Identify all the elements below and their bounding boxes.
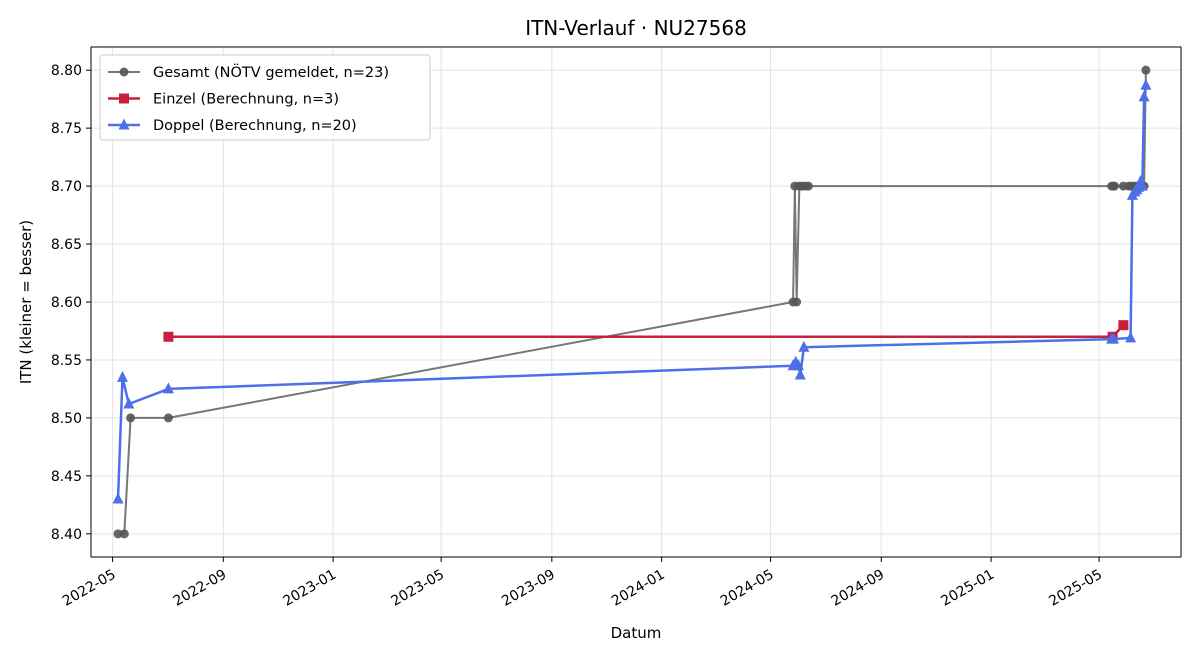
legend-marker	[119, 67, 129, 77]
y-axis-label: ITN (kleiner = besser)	[17, 220, 35, 384]
data-point	[162, 382, 174, 394]
data-point	[794, 368, 806, 380]
legend-box	[99, 54, 431, 141]
legend-marker	[118, 118, 130, 130]
legend-label: Doppel (Berechnung, n=20)	[153, 118, 357, 134]
x-axis-label: Datum	[611, 624, 662, 642]
data-point	[163, 331, 174, 342]
data-point	[163, 413, 173, 423]
data-point	[126, 413, 136, 423]
series-layer	[112, 65, 1152, 539]
data-point	[1125, 331, 1137, 343]
data-point	[1141, 65, 1151, 75]
data-point	[798, 340, 810, 352]
data-point	[792, 359, 804, 371]
data-point	[123, 397, 135, 409]
data-point	[1140, 78, 1152, 90]
y-tick-label: 8.80	[51, 63, 82, 79]
y-tick-label: 8.45	[51, 469, 82, 485]
data-point	[1136, 179, 1148, 191]
y-tick-label: 8.65	[51, 237, 82, 253]
data-point	[1138, 90, 1150, 102]
data-point	[1118, 320, 1129, 331]
data-point	[119, 529, 129, 539]
y-tick-label: 8.50	[51, 411, 82, 427]
legend: Gesamt (NÖTV gemeldet, n=23) Einzel (Bere…	[99, 54, 431, 141]
y-tick-label: 8.75	[51, 121, 82, 137]
data-point	[117, 370, 129, 382]
data-point	[792, 297, 802, 307]
data-point	[1107, 332, 1119, 344]
y-tick-label: 8.60	[51, 295, 82, 311]
y-tick-label: 8.40	[51, 527, 82, 543]
legend-label: Gesamt (NÖTV gemeldet, n=23)	[153, 63, 389, 81]
legend-label: Einzel (Berechnung, n=3)	[153, 92, 339, 108]
legend-marker	[119, 93, 129, 104]
data-point	[803, 181, 813, 191]
y-tick-label: 8.70	[51, 179, 82, 195]
data-point	[1109, 181, 1119, 191]
data-point	[112, 492, 124, 504]
series-triangle	[112, 78, 1152, 504]
chart-title: ITN-Verlauf · NU27568	[525, 16, 747, 40]
y-tick-label: 8.55	[51, 353, 82, 369]
data-point	[113, 529, 123, 539]
